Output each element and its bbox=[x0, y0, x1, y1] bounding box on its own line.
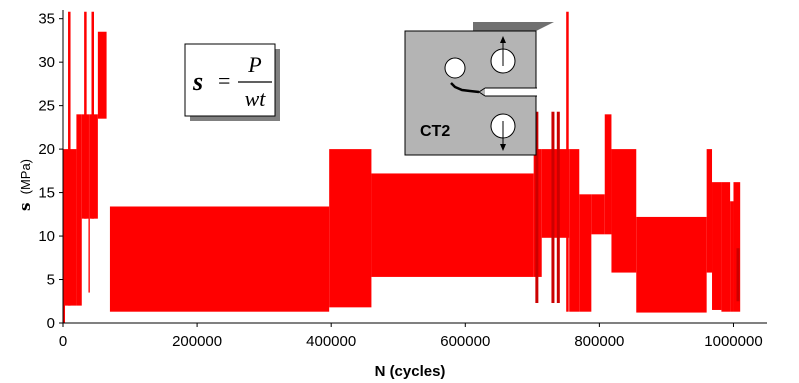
load-block-2 bbox=[76, 114, 81, 305]
formula-box: s = P wt bbox=[185, 44, 280, 121]
load-spike-3 bbox=[566, 12, 569, 312]
load-spike-0 bbox=[68, 12, 71, 306]
load-block-11 bbox=[542, 149, 569, 238]
formula-denominator: wt bbox=[245, 86, 267, 111]
load-block-17 bbox=[636, 217, 706, 313]
y-tick-label: 10 bbox=[38, 228, 55, 245]
formula-numerator: P bbox=[247, 52, 261, 77]
x-tick-label: 0 bbox=[59, 333, 67, 350]
load-block-14 bbox=[591, 194, 604, 234]
x-tick-label: 200000 bbox=[172, 333, 222, 350]
load-block-6 bbox=[98, 32, 107, 119]
load-block-1 bbox=[65, 149, 76, 306]
load-block-8 bbox=[329, 149, 371, 307]
specimen-label: CT2 bbox=[420, 123, 450, 140]
load-block-16 bbox=[611, 149, 636, 272]
load-block-4 bbox=[88, 114, 89, 292]
y-axis-unit: (MPa) bbox=[18, 159, 33, 194]
y-tick-label: 5 bbox=[47, 272, 55, 289]
load-block-15 bbox=[605, 114, 612, 234]
y-axis-label: s (MPa) bbox=[16, 159, 34, 211]
load-block-19 bbox=[712, 182, 721, 310]
y-tick-label: 35 bbox=[38, 11, 55, 28]
specimen-diagram: CT2 bbox=[405, 22, 554, 155]
y-tick-label: 0 bbox=[47, 315, 55, 332]
svg-text:s (MPa): s (MPa) bbox=[16, 159, 34, 211]
x-tick-label: 1000000 bbox=[704, 333, 762, 350]
x-tick-label: 400000 bbox=[306, 333, 356, 350]
y-tick-label: 15 bbox=[38, 185, 55, 202]
load-spike-2 bbox=[92, 12, 95, 219]
y-tick-label: 30 bbox=[38, 54, 55, 71]
load-block-21 bbox=[730, 201, 733, 311]
load-block-12 bbox=[569, 149, 579, 312]
plot-area bbox=[63, 12, 740, 323]
specimen-top-face bbox=[473, 22, 554, 31]
load-block-13 bbox=[579, 194, 591, 311]
formula-lhs: s bbox=[192, 67, 203, 96]
dark-mark-2 bbox=[557, 112, 560, 303]
load-block-18 bbox=[707, 149, 712, 272]
x-tick-label: 600000 bbox=[440, 333, 490, 350]
load-block-20 bbox=[721, 182, 730, 312]
hole-small bbox=[445, 58, 465, 78]
dark-mark-3 bbox=[736, 248, 739, 301]
y-tick-label: 20 bbox=[38, 141, 55, 158]
x-axis-label: N (cycles) bbox=[375, 363, 446, 380]
y-tick-label: 25 bbox=[38, 98, 55, 115]
x-tick-label: 800000 bbox=[574, 333, 624, 350]
y-axis-symbol: s bbox=[16, 203, 34, 211]
load-block-7 bbox=[110, 206, 329, 311]
dark-mark-1 bbox=[551, 112, 554, 303]
specimen-notch bbox=[485, 88, 537, 96]
formula-equals: = bbox=[218, 68, 230, 93]
load-block-9 bbox=[371, 173, 533, 276]
load-spike-1 bbox=[84, 12, 87, 219]
